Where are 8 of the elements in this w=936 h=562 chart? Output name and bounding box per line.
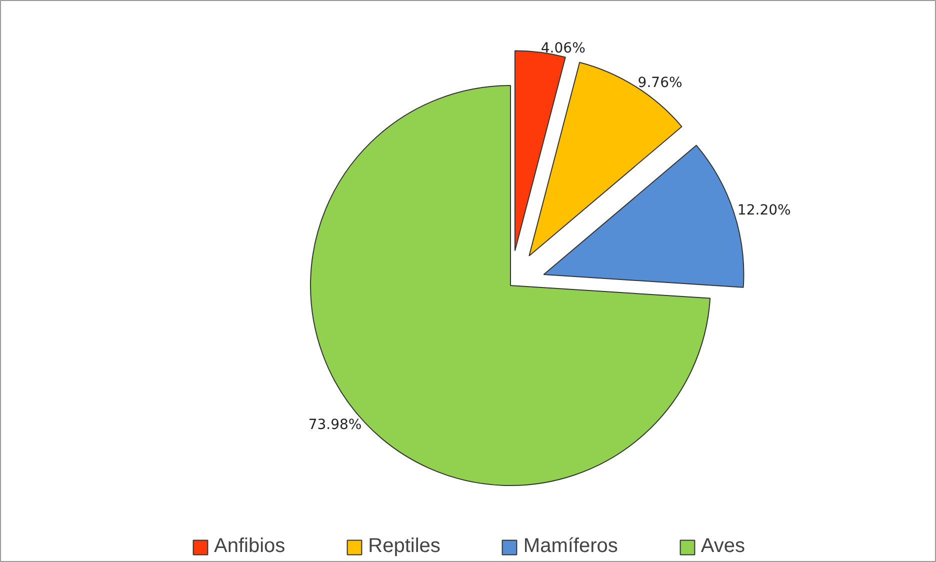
data-label: 4.06% [540,40,586,56]
legend-label: Reptiles [368,535,440,558]
legend-label: Anfibios [214,535,286,558]
data-label: 73.98% [308,417,362,434]
data-label: 9.76% [638,75,682,92]
legend-label: Aves [700,535,745,558]
legend-label: Mamíferos [523,535,618,558]
data-label: 12.20% [737,202,791,219]
